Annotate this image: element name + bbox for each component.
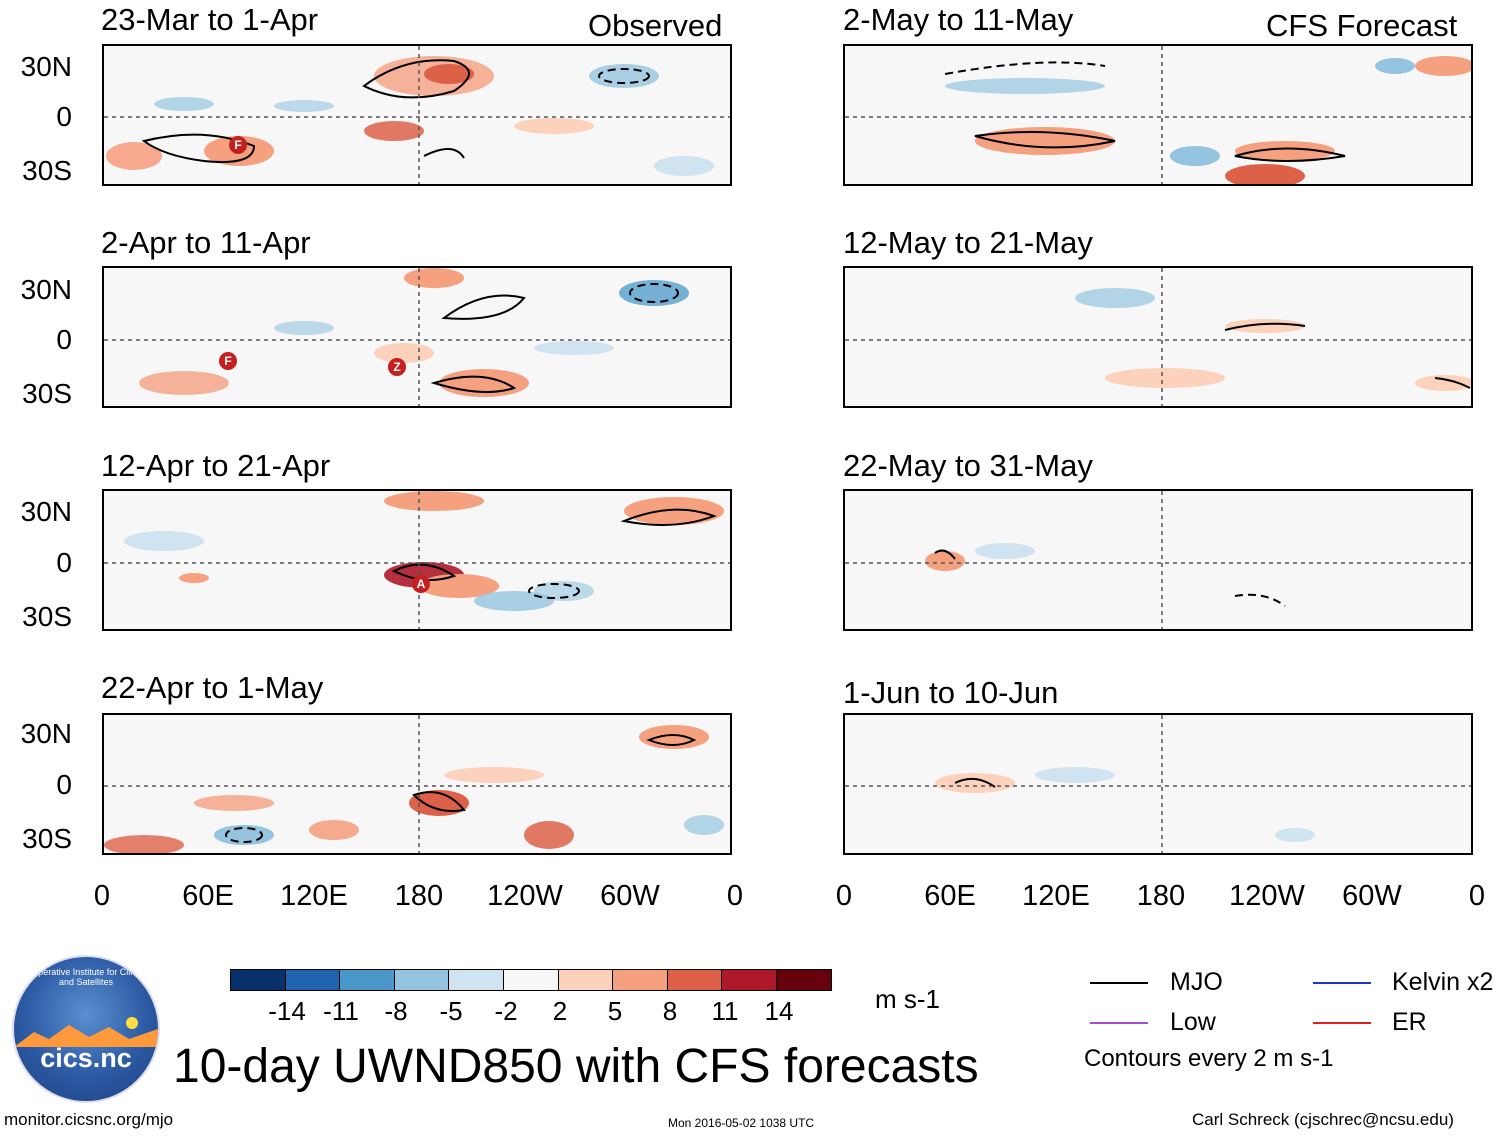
lat-label-eq: 0 xyxy=(56,769,72,800)
observed-period-3: 12-Apr to 21-Apr xyxy=(101,448,331,483)
cicsnc-logo: Cooperative Institute for Climate and Sa… xyxy=(12,955,160,1103)
legend-line-er xyxy=(1313,1022,1371,1024)
colorbar-swatch xyxy=(666,969,723,991)
lon-label: 60E xyxy=(182,880,234,912)
storm-marker-a: A xyxy=(412,575,430,593)
map-panel-observed-2 xyxy=(102,266,732,408)
map-field xyxy=(845,268,1471,406)
map-panel-forecast-2 xyxy=(843,266,1473,408)
lon-label: 180 xyxy=(1136,880,1186,912)
lon-label: 60W xyxy=(1342,880,1402,912)
map-field xyxy=(845,46,1471,184)
lat-label-30s: 30S xyxy=(22,378,72,409)
lon-label: 0 xyxy=(726,880,744,912)
legend-label-er: ER xyxy=(1392,1008,1427,1036)
observed-period-4: 22-Apr to 1-May xyxy=(101,670,324,705)
colorbar-swatch xyxy=(776,969,832,991)
lat-label-30s: 30S xyxy=(22,601,72,632)
forecast-period-1: 2-May to 11-May xyxy=(843,2,1074,37)
map-panel-observed-4 xyxy=(102,713,732,855)
legend-line-kelvin xyxy=(1313,982,1371,984)
lat-label-30n: 30N xyxy=(20,496,72,527)
map-field xyxy=(104,268,730,406)
observed-header: Observed xyxy=(588,8,723,43)
forecast-period-4: 1-Jun to 10-Jun xyxy=(843,675,1059,710)
logo-text: cics.nc xyxy=(40,1043,132,1073)
map-panel-forecast-1 xyxy=(843,44,1473,186)
colorbar-swatch xyxy=(448,969,504,991)
page-title: 10-day UWND850 with CFS forecasts xyxy=(173,1040,979,1093)
map-field xyxy=(845,491,1471,629)
storm-marker-f: F xyxy=(229,136,247,154)
colorbar-label: 11 xyxy=(711,996,739,1026)
lat-label-30n: 30N xyxy=(20,718,72,749)
forecast-period-3: 22-May to 31-May xyxy=(843,448,1093,483)
colorbar-label: -5 xyxy=(439,996,463,1026)
legend-label-kelvin: Kelvin x2 xyxy=(1392,968,1494,996)
colorbar-swatch xyxy=(612,969,668,991)
colorbar-units: m s-1 xyxy=(875,984,940,1014)
colorbar-label: 2 xyxy=(552,996,568,1026)
lon-label: 0 xyxy=(835,880,853,912)
legend-line-mjo xyxy=(1090,982,1148,984)
lat-label-30n: 30N xyxy=(20,274,72,305)
lat-label-eq: 0 xyxy=(56,547,72,578)
lat-label-30s: 30S xyxy=(22,155,72,186)
colorbar-swatch xyxy=(393,969,450,991)
colorbar-label: 8 xyxy=(662,996,678,1026)
legend-line-low xyxy=(1090,1022,1148,1024)
lon-label: 180 xyxy=(394,880,444,912)
lon-label: 120E xyxy=(280,880,348,912)
lon-label: 120W xyxy=(1229,880,1305,912)
colorbar-label: -2 xyxy=(494,996,518,1026)
colorbar-label: -8 xyxy=(384,996,408,1026)
colorbar-label: 14 xyxy=(764,996,794,1026)
map-field xyxy=(104,491,730,629)
footer-timestamp: Mon 2016-05-02 1038 UTC xyxy=(668,1116,815,1130)
contour-note: Contours every 2 m s-1 xyxy=(1084,1045,1334,1072)
colorbar-swatch xyxy=(230,969,286,991)
colorbar-label: -11 xyxy=(323,996,359,1026)
map-panel-observed-1 xyxy=(102,44,732,186)
colorbar-label: 5 xyxy=(607,996,623,1026)
map-field xyxy=(104,46,730,184)
footer-url[interactable]: monitor.cicsnc.org/mjo xyxy=(4,1110,174,1129)
footer-credit: Carl Schreck (cjschrec@ncsu.edu) xyxy=(1192,1110,1454,1129)
lon-label: 60W xyxy=(600,880,660,912)
storm-marker-z: Z xyxy=(388,358,406,376)
map-field xyxy=(104,715,730,853)
map-panel-observed-3 xyxy=(102,489,732,631)
forecast-period-2: 12-May to 21-May xyxy=(843,225,1093,260)
lat-label-30n: 30N xyxy=(20,51,72,82)
lat-label-30s: 30S xyxy=(22,823,72,854)
storm-marker-f: F xyxy=(219,352,237,370)
colorbar-swatch xyxy=(503,969,559,991)
lat-label-eq: 0 xyxy=(56,101,72,132)
logo-mountain-icon xyxy=(14,1017,158,1047)
colorbar-swatch xyxy=(721,969,777,991)
logo-ring-text: Cooperative Institute for Climate and Sa… xyxy=(21,967,151,987)
colorbar-label: -14 xyxy=(268,996,306,1026)
lat-label-eq: 0 xyxy=(56,324,72,355)
forecast-header: CFS Forecast xyxy=(1266,8,1458,43)
colorbar-swatch xyxy=(284,969,341,991)
observed-period-2: 2-Apr to 11-Apr xyxy=(101,225,311,260)
map-panel-forecast-4 xyxy=(843,713,1473,855)
lon-label: 0 xyxy=(1468,880,1486,912)
lon-label: 60E xyxy=(924,880,976,912)
legend-label-mjo: MJO xyxy=(1170,968,1223,996)
lon-label: 120E xyxy=(1022,880,1090,912)
observed-period-1: 23-Mar to 1-Apr xyxy=(101,2,319,37)
map-field xyxy=(845,715,1471,853)
lon-label: 120W xyxy=(487,880,563,912)
legend-label-low: Low xyxy=(1170,1008,1216,1036)
lon-label: 0 xyxy=(93,880,111,912)
colorbar-swatch xyxy=(339,969,395,991)
colorbar-swatch xyxy=(557,969,614,991)
map-panel-forecast-3 xyxy=(843,489,1473,631)
